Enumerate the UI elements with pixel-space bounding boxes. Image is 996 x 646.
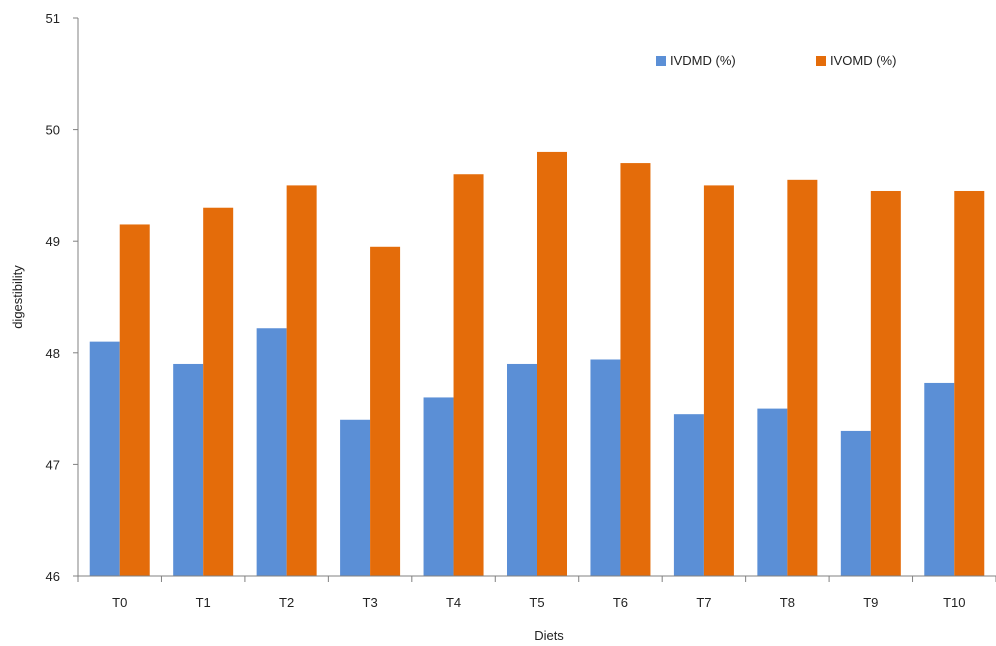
bar-ivdmd-t1 — [173, 363, 204, 576]
bar-ivomd-t6 — [620, 163, 651, 576]
legend-label-ivomd: IVOMD (%) — [830, 53, 896, 68]
y-ticks: 46 47 48 49 50 51 — [46, 11, 78, 584]
legend: IVDMD (%) IVOMD (%) — [656, 53, 896, 68]
bar-ivdmd-t8 — [757, 408, 788, 576]
y-tick-label: 51 — [46, 11, 60, 26]
bar-ivomd-t2 — [286, 185, 317, 576]
y-tick-label: 46 — [46, 569, 60, 584]
x-tick-label: T2 — [279, 595, 294, 610]
x-tick-label: T9 — [863, 595, 878, 610]
bar-ivomd-t9 — [870, 190, 901, 577]
bar-ivomd-t3 — [370, 246, 401, 576]
x-tick-label: T10 — [943, 595, 965, 610]
x-tick-label: T6 — [613, 595, 628, 610]
x-tick-label: T4 — [446, 595, 461, 610]
bar-ivomd-t8 — [787, 179, 818, 576]
bar-ivdmd-t4 — [423, 397, 454, 576]
bar-ivomd-t0 — [119, 224, 150, 576]
bar-ivomd-t10 — [954, 190, 985, 577]
x-axis-label: Diets — [534, 628, 564, 643]
x-tick-label: T7 — [696, 595, 711, 610]
x-tick-label: T1 — [196, 595, 211, 610]
bar-ivdmd-t3 — [340, 419, 371, 576]
y-tick-label: 49 — [46, 234, 60, 249]
bar-ivomd-t5 — [537, 151, 567, 577]
x-tick-label: T0 — [112, 595, 127, 610]
x-tick-label: T5 — [529, 595, 544, 610]
legend-swatch-ivomd — [816, 56, 826, 66]
bar-ivdmd-t6 — [590, 359, 621, 576]
axes-layer — [77, 18, 996, 577]
bar-ivdmd-t5 — [507, 363, 537, 576]
bar-ivdmd-t10 — [924, 382, 955, 576]
legend-swatch-ivdmd — [656, 56, 666, 66]
bar-ivdmd-t2 — [256, 328, 287, 576]
bar-ivomd-t4 — [453, 174, 484, 577]
x-tick-label: T8 — [780, 595, 795, 610]
bar-ivdmd-t7 — [673, 414, 704, 576]
bar-ivomd-t1 — [203, 207, 234, 576]
y-axis-label: digestibility — [10, 265, 25, 329]
x-tick-label: T3 — [363, 595, 378, 610]
legend-label-ivdmd: IVDMD (%) — [670, 53, 736, 68]
y-tick-label: 48 — [46, 346, 60, 361]
bar-ivdmd-t0 — [89, 341, 120, 576]
bars-layer — [89, 151, 985, 577]
bar-ivomd-t7 — [703, 185, 734, 576]
y-tick-label: 47 — [46, 457, 60, 472]
bar-ivdmd-t9 — [840, 430, 871, 576]
y-tick-label: 50 — [46, 123, 60, 138]
x-ticks: T0 T1 T2 T3 T4 T5 T6 T7 T8 T9 T10 — [77, 576, 996, 610]
